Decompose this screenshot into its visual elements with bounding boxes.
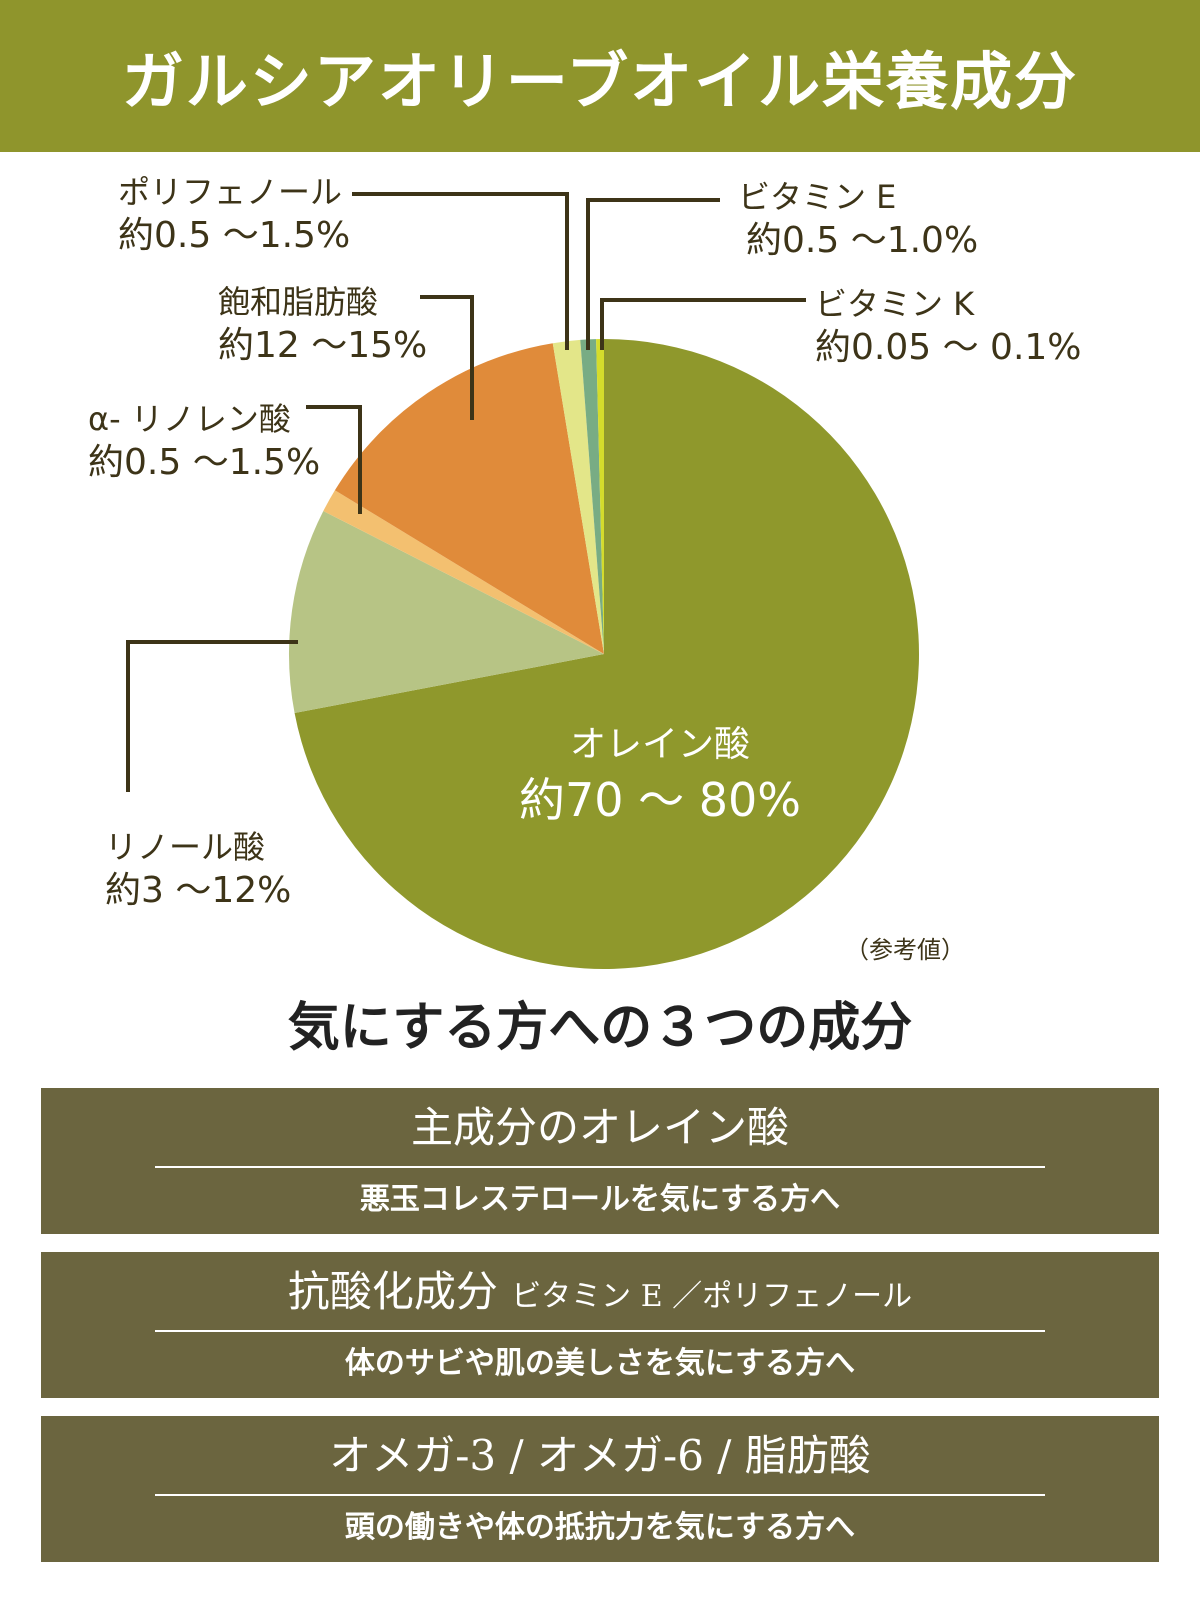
label-saturated: 飽和脂肪酸 約12 〜15% bbox=[218, 283, 428, 366]
component-box-omega: オメガ-3 / オメガ-6 / 脂肪酸 頭の働きや体の抵抗力を気にする方へ bbox=[41, 1416, 1159, 1562]
component-box-antioxidant: 抗酸化成分 ビタミン E ／ポリフェノール 体のサビや肌の美しさを気にする方へ bbox=[41, 1252, 1159, 1398]
pie-slice bbox=[294, 339, 920, 970]
pie-slice bbox=[334, 343, 604, 654]
pie-slice bbox=[289, 510, 604, 714]
leader-line bbox=[586, 198, 720, 350]
leader-line bbox=[600, 298, 806, 350]
pie-slice bbox=[552, 339, 604, 654]
pie-slice bbox=[580, 339, 604, 654]
label-oleic: オレイン酸 約70 〜 80% bbox=[518, 724, 802, 827]
pie-slice bbox=[323, 490, 604, 654]
component-box-oleic: 主成分のオレイン酸 悪玉コレステロールを気にする方へ bbox=[41, 1088, 1159, 1234]
section-subtitle: 気にする方への３つの成分 bbox=[287, 998, 913, 1058]
label-vitamin-k: ビタミン K 約0.05 〜 0.1% bbox=[815, 285, 1082, 368]
leader-line bbox=[306, 405, 362, 514]
pie-slice bbox=[596, 339, 604, 654]
header-banner: ガルシアオリーブオイル栄養成分 bbox=[0, 0, 1200, 152]
label-vitamin-e: ビタミン E 約0.5 〜1.0% bbox=[738, 178, 979, 261]
label-alpha-linolenic: α- リノレン酸 約0.5 〜1.5% bbox=[88, 400, 321, 483]
label-polyphenol: ポリフェノール 約0.5 〜1.5% bbox=[118, 173, 351, 256]
pie-chart bbox=[126, 192, 920, 970]
page-title: ガルシアオリーブオイル栄養成分 bbox=[121, 45, 1079, 118]
label-linoleic: リノール酸 約3 〜12% bbox=[105, 828, 292, 911]
reference-note: （参考値） bbox=[845, 936, 965, 964]
leader-line bbox=[352, 192, 569, 350]
leader-line bbox=[420, 295, 474, 420]
leader-line bbox=[126, 640, 298, 792]
